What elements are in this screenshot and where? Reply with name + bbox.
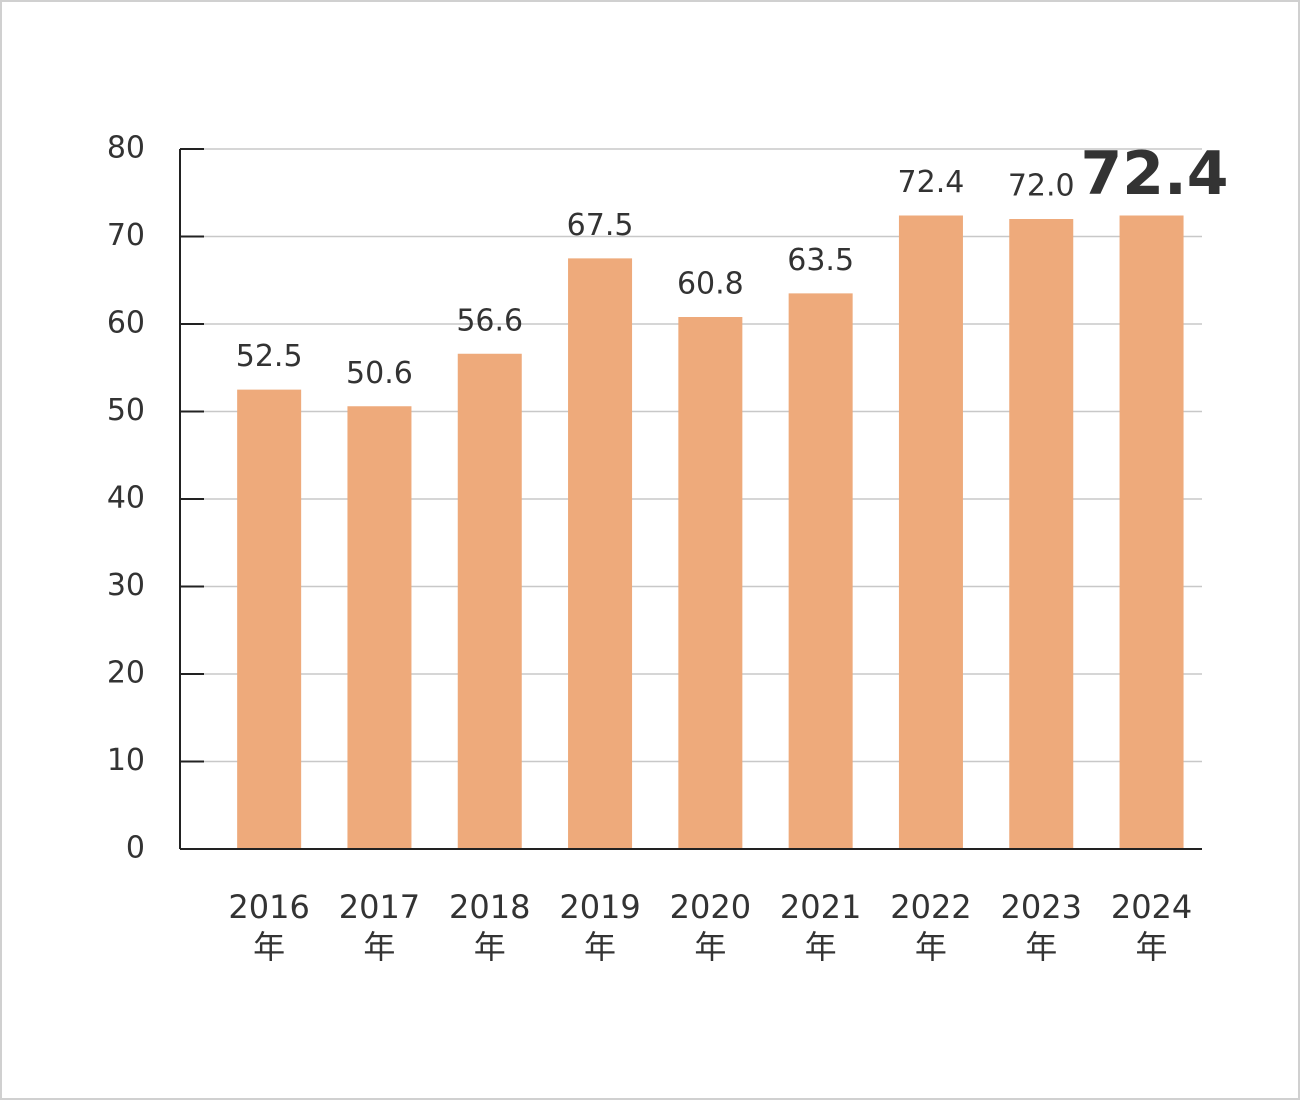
bar — [1119, 215, 1184, 849]
value-label: 52.5 — [236, 339, 303, 374]
value-label: 72.4 — [898, 165, 965, 200]
x-tick-label: 2023年 — [1000, 888, 1082, 966]
x-tick-label: 2021年 — [779, 888, 862, 966]
x-tick-label: 2022年 — [890, 888, 972, 966]
value-label: 72.0 — [1008, 169, 1075, 204]
y-tick-label: 0 — [126, 831, 145, 866]
value-label: 56.6 — [456, 303, 523, 338]
bar — [237, 389, 302, 849]
y-tick-label: 10 — [107, 743, 145, 778]
x-tick-label: 2018年 — [449, 888, 531, 966]
x-tick-label: 2024年 — [1110, 888, 1193, 966]
bar — [457, 353, 522, 849]
y-tick-label: 30 — [107, 568, 145, 603]
y-tick-label: 50 — [107, 393, 145, 428]
x-tick-label: 2020年 — [669, 888, 752, 966]
value-label: 60.8 — [677, 267, 744, 302]
value-label: 67.5 — [567, 208, 634, 243]
y-tick-label: 80 — [107, 131, 145, 166]
y-tick-label: 40 — [107, 481, 145, 516]
y-tick-label: 60 — [107, 306, 145, 341]
bar — [678, 317, 743, 849]
value-label: 50.6 — [346, 356, 413, 391]
bar — [568, 258, 633, 849]
bar — [1009, 219, 1074, 849]
bar — [347, 406, 412, 849]
y-tick-label: 20 — [107, 656, 145, 691]
value-label: 63.5 — [787, 243, 854, 278]
bar — [788, 293, 853, 849]
bar — [898, 215, 963, 849]
x-tick-label: 2017年 — [338, 888, 421, 966]
x-tick-label: 2016年 — [228, 888, 310, 966]
x-tick-label: 2019年 — [559, 888, 641, 966]
value-label: 72.4 — [1081, 139, 1229, 209]
y-tick-label: 70 — [107, 218, 145, 253]
